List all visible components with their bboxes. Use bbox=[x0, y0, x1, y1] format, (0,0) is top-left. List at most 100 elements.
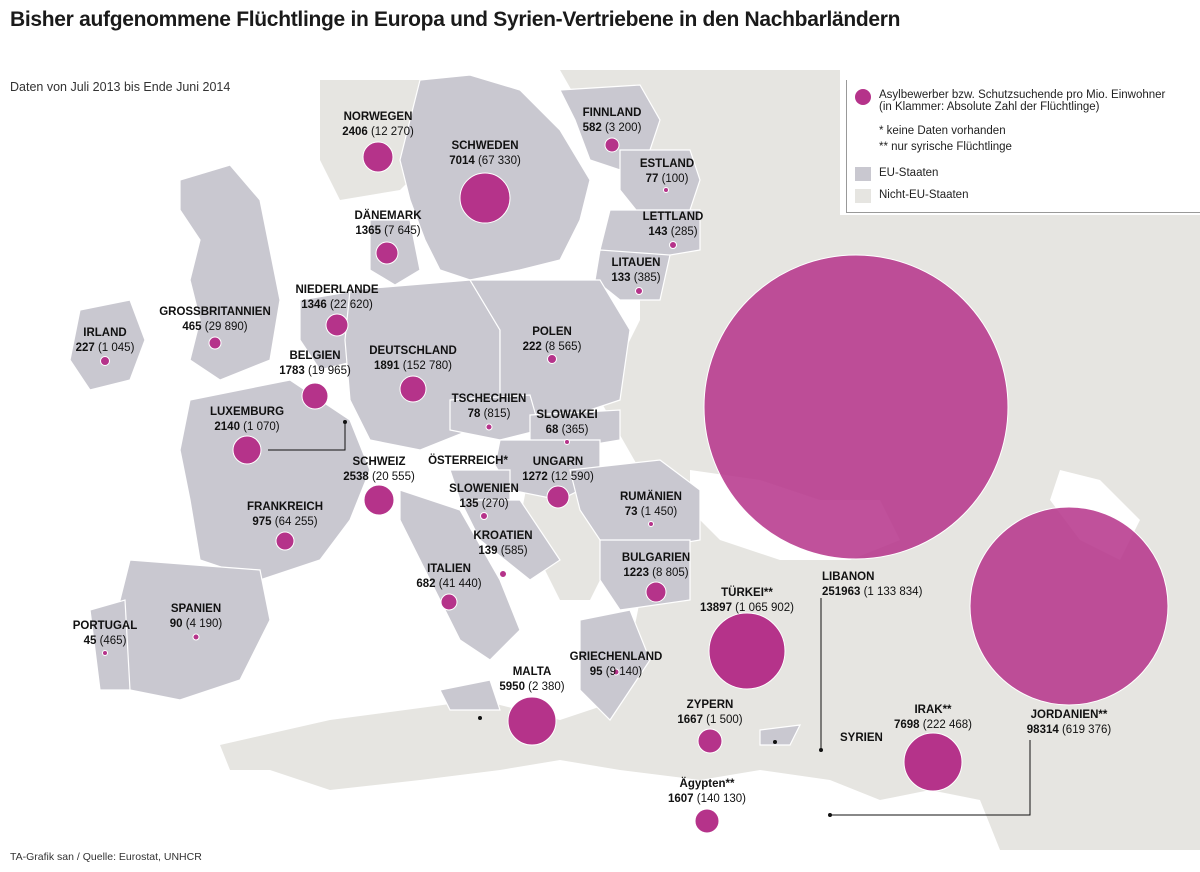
per-mio-value: 1365 bbox=[355, 225, 384, 237]
leader-lines bbox=[268, 422, 1031, 816]
country-name: SCHWEIZ bbox=[352, 456, 405, 468]
per-mio-value: 95 bbox=[590, 666, 606, 678]
bubble-slowakei bbox=[564, 439, 570, 445]
absolute-value: (100) bbox=[662, 173, 689, 185]
absolute-value: (1 070) bbox=[243, 421, 280, 433]
country-label-griechenland: GRIECHENLAND 95 (9 140) bbox=[570, 651, 663, 678]
bubble-luxemburg bbox=[232, 435, 262, 465]
per-mio-value: 1607 bbox=[668, 793, 697, 805]
bubble-slowenien bbox=[480, 512, 488, 520]
country-value: 682 (41 440) bbox=[416, 578, 481, 590]
absolute-value: (64 255) bbox=[275, 516, 318, 528]
per-mio-value: 73 bbox=[625, 506, 641, 518]
bubble-frankreich bbox=[275, 531, 295, 551]
per-mio-value: 222 bbox=[523, 341, 545, 353]
country-label-schweden: SCHWEDEN 7014 (67 330) bbox=[449, 140, 521, 167]
country-name: Ägypten** bbox=[680, 777, 735, 790]
per-mio-value: 133 bbox=[611, 272, 633, 284]
country-value: 73 (1 450) bbox=[625, 506, 678, 518]
absolute-value: (619 376) bbox=[1062, 724, 1111, 736]
country-value: 77 (100) bbox=[646, 173, 689, 185]
bubble-finnland bbox=[604, 137, 620, 153]
bubble-irland bbox=[100, 356, 110, 366]
country-value: 95 (9 140) bbox=[590, 666, 643, 678]
country-value: 465 (29 890) bbox=[182, 321, 247, 333]
country-label-lettland: LETTLAND 143 (285) bbox=[643, 211, 704, 238]
country-label-schweiz: SCHWEIZ 2538 (20 555) bbox=[343, 456, 415, 483]
bubble-zypern bbox=[697, 728, 723, 754]
absolute-value: (20 555) bbox=[372, 471, 415, 483]
country-label-daenemark: DÄNEMARK 1365 (7 645) bbox=[354, 209, 422, 237]
per-mio-value: 465 bbox=[182, 321, 204, 333]
country-name: SPANIEN bbox=[171, 603, 221, 615]
legend-eu-swatch bbox=[855, 167, 871, 181]
country-label-grossbritannien: GROSSBRITANNIEN 465 (29 890) bbox=[159, 306, 271, 333]
country-labels: NORWEGEN 2406 (12 270) SCHWEDEN 7014 (67 33… bbox=[73, 107, 1112, 805]
bubble-italien bbox=[440, 593, 458, 611]
bubble-grossbritannien bbox=[208, 336, 222, 350]
absolute-value: (152 780) bbox=[403, 360, 452, 372]
legend-eu-row: EU-Staaten bbox=[855, 167, 938, 181]
bubble-jordanien bbox=[969, 506, 1169, 706]
country-label-litauen: LITAUEN 133 (385) bbox=[611, 257, 660, 284]
absolute-value: (12 590) bbox=[551, 471, 594, 483]
country-label-spanien: SPANIEN 90 (4 190) bbox=[170, 603, 223, 630]
country-value: 7698 (222 468) bbox=[894, 719, 972, 731]
country-label-oesterreich: ÖSTERREICH* bbox=[428, 454, 508, 467]
bubble-kroatien bbox=[499, 570, 507, 578]
legend-bubble-label: Asylbewerber bzw. Schutzsuchende pro Mio… bbox=[879, 89, 1166, 101]
bubble-lettland bbox=[669, 241, 677, 249]
country-name: LUXEMBURG bbox=[210, 406, 284, 418]
absolute-value: (465) bbox=[100, 635, 127, 647]
country-name: NIEDERLANDE bbox=[295, 284, 378, 296]
absolute-value: (270) bbox=[482, 498, 509, 510]
country-name: ESTLAND bbox=[640, 158, 694, 170]
country-name: ITALIEN bbox=[427, 563, 471, 575]
country-name: NORWEGEN bbox=[344, 111, 413, 123]
per-mio-value: 7698 bbox=[894, 719, 923, 731]
bubble-litauen bbox=[635, 287, 643, 295]
country-name: UNGARN bbox=[533, 456, 583, 468]
absolute-value: (4 190) bbox=[186, 618, 223, 630]
absolute-value: (385) bbox=[634, 272, 661, 284]
country-label-belgien: BELGIEN 1783 (19 965) bbox=[279, 350, 351, 377]
absolute-value: (1 500) bbox=[706, 714, 743, 726]
absolute-value: (140 130) bbox=[697, 793, 746, 805]
country-value: 68 (365) bbox=[546, 424, 589, 436]
country-label-tschechien: TSCHECHIEN 78 (815) bbox=[452, 393, 527, 420]
country-label-estland: ESTLAND 77 (100) bbox=[640, 158, 694, 185]
bubble-schweden bbox=[459, 172, 511, 224]
country-name: SLOWAKEI bbox=[536, 409, 597, 421]
bubble-norwegen bbox=[362, 141, 394, 173]
country-value: 1272 (12 590) bbox=[522, 471, 594, 483]
country-name: LITAUEN bbox=[612, 257, 661, 269]
country-label-portugal: PORTUGAL 45 (465) bbox=[73, 620, 138, 647]
absolute-value: (3 200) bbox=[605, 122, 642, 134]
country-name: PORTUGAL bbox=[73, 620, 138, 632]
country-label-finnland: FINNLAND 582 (3 200) bbox=[583, 107, 642, 134]
per-mio-value: 2538 bbox=[343, 471, 372, 483]
country-label-libanon: LIBANON 251963 (1 133 834) bbox=[822, 571, 923, 598]
country-value: 139 (585) bbox=[478, 545, 527, 557]
country-name: BULGARIEN bbox=[622, 552, 690, 564]
bubble-niederlande bbox=[325, 313, 349, 337]
bubble-libanon bbox=[703, 254, 1009, 560]
absolute-value: (67 330) bbox=[478, 155, 521, 167]
country-name: MALTA bbox=[513, 666, 552, 678]
absolute-value: (222 468) bbox=[923, 719, 972, 731]
country-value: 227 (1 045) bbox=[76, 342, 135, 354]
country-label-niederlande: NIEDERLANDE 1346 (22 620) bbox=[295, 284, 378, 311]
country-name: IRAK** bbox=[914, 704, 952, 716]
country-label-luxemburg: LUXEMBURG 2140 (1 070) bbox=[210, 406, 284, 433]
country-name: ÖSTERREICH* bbox=[428, 454, 508, 467]
per-mio-value: 78 bbox=[468, 408, 484, 420]
bubble-griechenland bbox=[612, 668, 620, 676]
per-mio-value: 90 bbox=[170, 618, 186, 630]
per-mio-value: 227 bbox=[76, 342, 98, 354]
chart-title: Bisher aufgenommene Flüchtlinge in Europ… bbox=[10, 8, 901, 31]
country-name: ZYPERN bbox=[687, 699, 734, 711]
country-name: JORDANIEN** bbox=[1031, 709, 1108, 721]
bubble-aegypten bbox=[694, 808, 720, 834]
country-value: 2406 (12 270) bbox=[342, 126, 414, 138]
country-name: FINNLAND bbox=[583, 107, 642, 119]
